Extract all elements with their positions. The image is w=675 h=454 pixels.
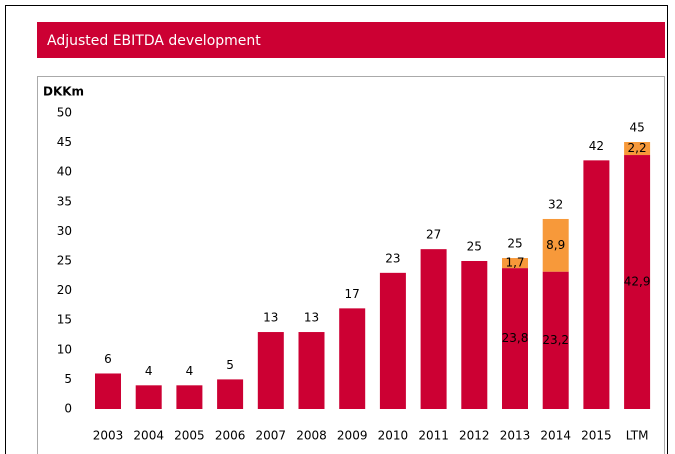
- y-tick-label: 10: [57, 342, 72, 356]
- total-label: 13: [263, 311, 278, 325]
- x-tick-label: 2003: [93, 429, 124, 443]
- x-tick-label: 2009: [337, 429, 368, 443]
- y-tick-label: 25: [57, 254, 72, 268]
- bar-segment: [461, 261, 488, 409]
- x-tick-label: 2007: [256, 429, 287, 443]
- segment-label: 1,7: [505, 256, 524, 270]
- frame: [5, 5, 668, 454]
- total-label: 25: [507, 237, 522, 251]
- y-tick-label: 5: [64, 372, 72, 386]
- total-label: 5: [226, 358, 234, 372]
- bar-segment: [217, 379, 244, 409]
- total-label: 13: [304, 311, 319, 325]
- bar-segment: [95, 373, 121, 409]
- bar-segment: [257, 332, 284, 409]
- segment-label: 2,2: [628, 141, 647, 155]
- total-label: 4: [186, 364, 194, 378]
- total-label: 27: [426, 228, 441, 242]
- total-label: 23: [385, 251, 400, 265]
- total-label: 45: [629, 121, 644, 135]
- panel: [37, 76, 665, 454]
- total-label: 32: [548, 197, 563, 211]
- header-bar: [37, 22, 665, 58]
- y-axis-label: DKKm: [43, 85, 84, 99]
- x-tick-label: 2004: [133, 429, 164, 443]
- segment-label: 23,8: [502, 331, 529, 345]
- total-label: 17: [345, 287, 360, 301]
- x-tick-label: 2010: [378, 429, 409, 443]
- y-tick-label: 40: [57, 165, 72, 179]
- bar-segment: [583, 160, 610, 409]
- segment-label: 8,9: [546, 238, 565, 252]
- bar-segment: [135, 385, 162, 409]
- bar-segment: [339, 308, 366, 409]
- x-tick-label: 2012: [459, 429, 490, 443]
- segment-label: 23,2: [542, 333, 569, 347]
- y-tick-label: 0: [64, 402, 72, 416]
- y-tick-label: 15: [57, 313, 72, 327]
- total-label: 4: [145, 364, 153, 378]
- total-label: 42: [589, 139, 604, 153]
- bar-segment: [379, 272, 406, 409]
- x-tick-label: LTM: [626, 429, 649, 443]
- bar-segment: [502, 258, 528, 269]
- y-tick-label: 30: [57, 224, 72, 238]
- total-label: 25: [467, 240, 482, 254]
- x-tick-label: 2005: [174, 429, 205, 443]
- y-tick-label: 20: [57, 283, 72, 297]
- y-tick-label: 50: [57, 106, 72, 120]
- y-tick-label: 45: [57, 135, 72, 149]
- bar-segment: [624, 142, 651, 156]
- total-label: 6: [104, 352, 112, 366]
- bar-segment: [298, 332, 325, 409]
- segment-label: 42,9: [624, 275, 651, 289]
- bar-segment: [502, 268, 528, 409]
- x-tick-label: 2008: [296, 429, 327, 443]
- bar-segment: [624, 155, 651, 409]
- bar-segment: [176, 385, 203, 409]
- bar-segment: [420, 249, 447, 409]
- x-tick-label: 2015: [581, 429, 612, 443]
- chart-title: Adjusted EBITDA development: [47, 33, 261, 49]
- x-tick-label: 2006: [215, 429, 246, 443]
- x-tick-label: 2014: [540, 429, 571, 443]
- bar-segment: [542, 218, 569, 272]
- y-tick-label: 35: [57, 194, 72, 208]
- x-tick-label: 2013: [500, 429, 531, 443]
- x-tick-label: 2011: [418, 429, 449, 443]
- bar-segment: [542, 271, 569, 409]
